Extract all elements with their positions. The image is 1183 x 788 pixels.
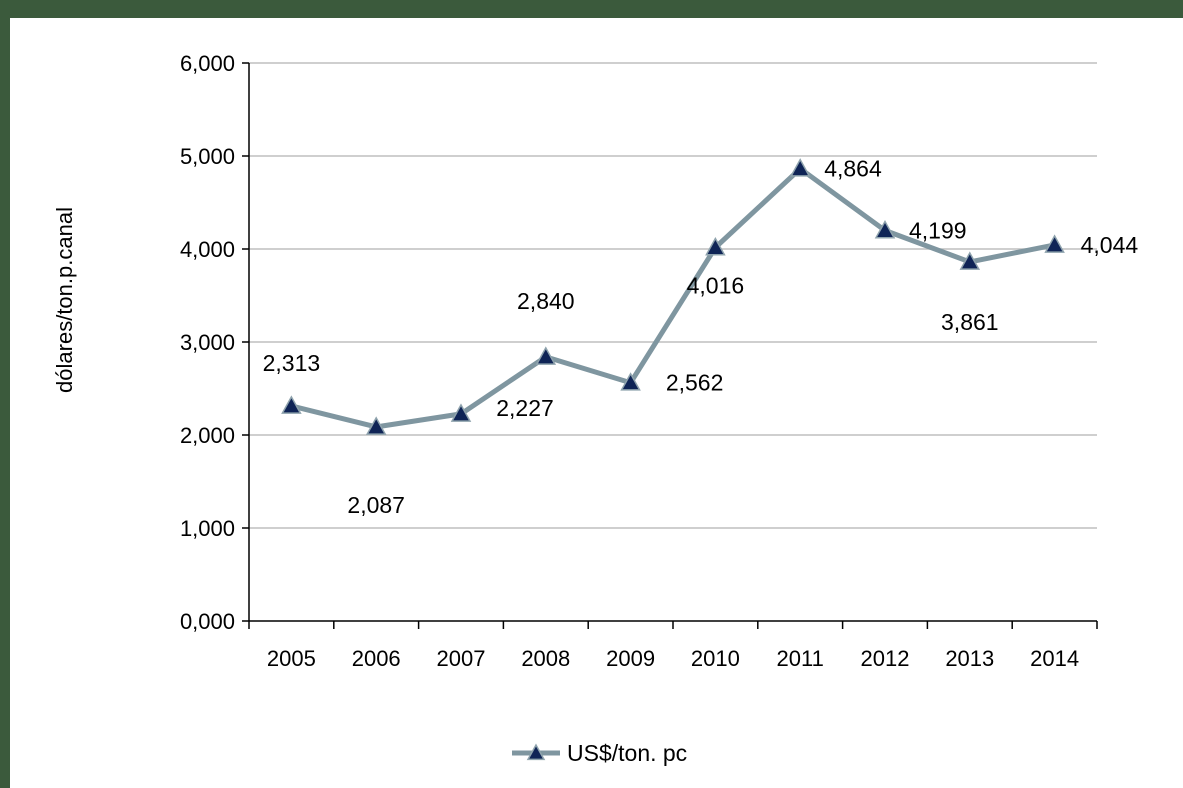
- data-labels: 2,313 2,087 2,227 2,840 2,562 4,016 4,864 4,199…: [263, 156, 1139, 518]
- data-label: 4,199: [909, 217, 967, 243]
- x-tick-label: 2010: [691, 646, 740, 671]
- x-tick-label: 2005: [267, 646, 316, 671]
- legend: US$/ton. pc: [512, 740, 687, 766]
- x-tick-label: 2008: [521, 646, 570, 671]
- x-tick-labels: 2005 2006 2007 2008 2009 2010 2011 2012 2013 2014: [267, 646, 1079, 671]
- y-tick-label: 6,000: [180, 51, 235, 76]
- data-point-marker: [705, 236, 726, 256]
- y-axis-title: dólares/ton.p.canal: [52, 207, 77, 393]
- data-label: 2,562: [666, 370, 724, 396]
- data-point-marker: [365, 416, 387, 435]
- y-tick-label: 2,000: [180, 423, 235, 448]
- y-tick-label: 4,000: [180, 237, 235, 262]
- series: [281, 158, 1065, 435]
- x-tick-label: 2012: [861, 646, 910, 671]
- y-tick-label: 3,000: [180, 330, 235, 355]
- data-point-marker: [959, 251, 981, 270]
- data-point-marker: [620, 372, 641, 391]
- data-label: 4,044: [1081, 232, 1139, 258]
- axes: [242, 62, 1098, 629]
- x-tick-label: 2009: [606, 646, 655, 671]
- data-point-marker: [450, 403, 472, 422]
- x-tick-label: 2014: [1030, 646, 1079, 671]
- y-tick-labels: 0,000 1,000 2,000 3,000 4,000 5,000 6,000: [180, 51, 235, 634]
- data-label: 4,016: [687, 273, 745, 299]
- data-label: 2,087: [347, 492, 405, 518]
- x-tick-label: 2007: [437, 646, 486, 671]
- data-label: 2,840: [517, 288, 575, 314]
- data-label: 2,227: [496, 395, 554, 421]
- gridlines: [249, 62, 1097, 529]
- data-point-marker: [281, 395, 302, 414]
- data-label: 2,313: [263, 350, 321, 376]
- legend-label: US$/ton. pc: [567, 740, 687, 766]
- data-label: 4,864: [824, 156, 882, 182]
- data-point-marker: [535, 346, 557, 365]
- x-tick-label: 2013: [945, 646, 994, 671]
- y-tick-label: 5,000: [180, 144, 235, 169]
- x-tick-label: 2006: [352, 646, 401, 671]
- data-point-marker: [789, 158, 811, 177]
- data-label: 3,861: [941, 309, 999, 335]
- chart-frame: 0,000 1,000 2,000 3,000 4,000 5,000 6,000 2005…: [10, 18, 1183, 788]
- line-chart: 0,000 1,000 2,000 3,000 4,000 5,000 6,000 2005…: [52, 51, 1139, 766]
- y-tick-label: 1,000: [180, 516, 235, 541]
- x-tick-label: 2011: [777, 646, 824, 671]
- data-point-marker: [1044, 234, 1065, 253]
- series-line: [290, 166, 1056, 430]
- y-tick-label: 0,000: [180, 609, 235, 634]
- data-point-marker: [874, 219, 896, 239]
- triangle-icon: [526, 743, 546, 761]
